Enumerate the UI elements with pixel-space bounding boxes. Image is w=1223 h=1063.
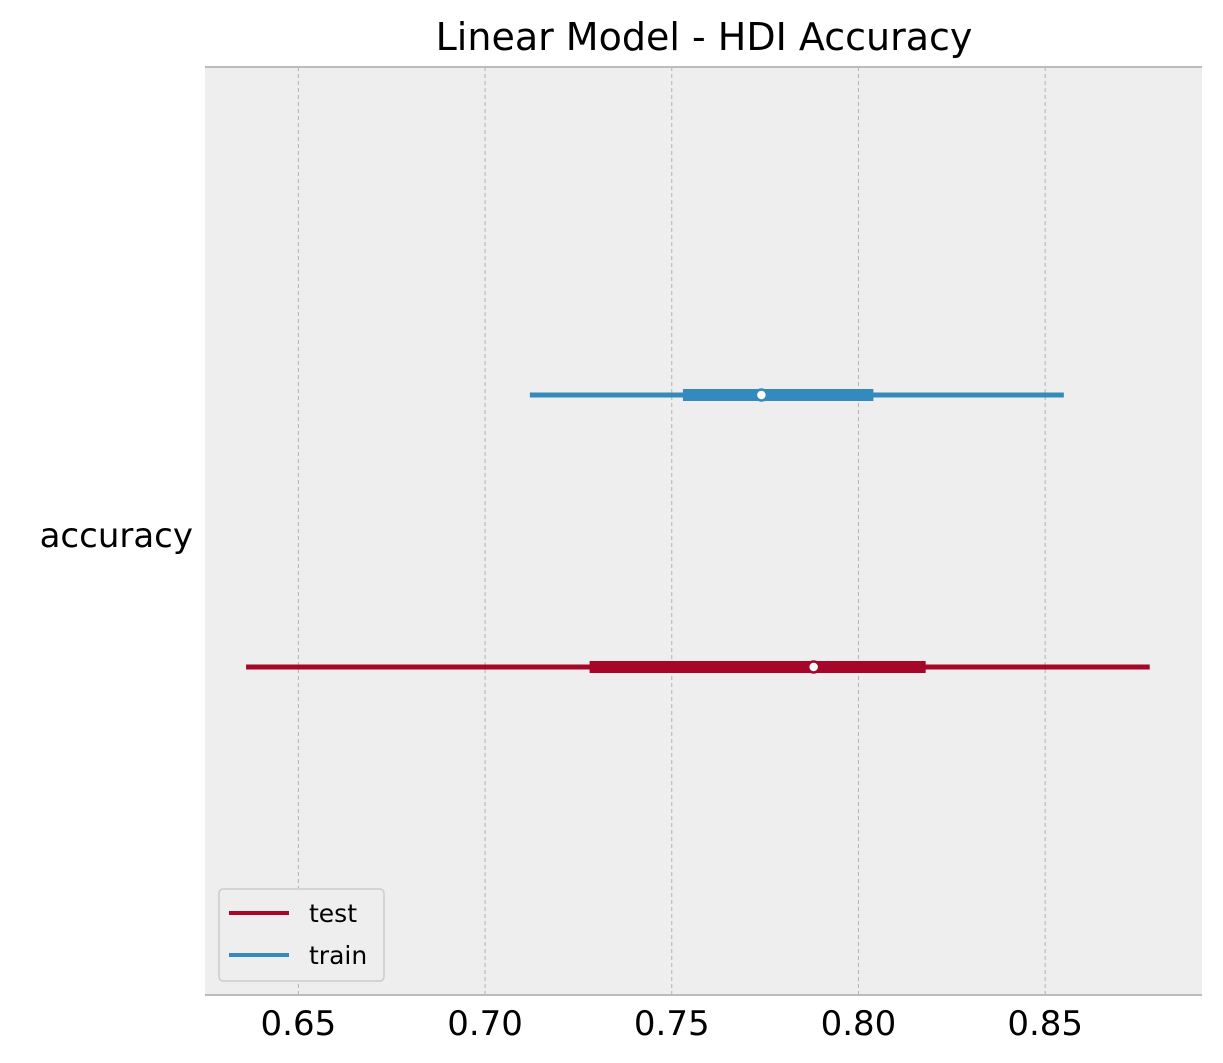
hdi-intervals <box>246 388 1150 674</box>
x-tick-label: 0.85 <box>1007 1004 1083 1044</box>
x-tick-label: 0.75 <box>634 1004 710 1044</box>
chart-title: Linear Model - HDI Accuracy <box>436 15 973 59</box>
legend: test train <box>218 888 385 982</box>
x-tick-label: 0.80 <box>821 1004 897 1044</box>
interval-test <box>246 660 1150 674</box>
legend-label-test: test <box>309 899 357 928</box>
x-tick-labels: 0.65 0.70 0.75 0.80 0.85 <box>261 1004 1084 1044</box>
x-tick-label: 0.65 <box>261 1004 337 1044</box>
interval-train <box>529 388 1064 402</box>
point-estimate-test <box>806 660 821 674</box>
x-gridlines <box>297 67 1046 995</box>
point-estimate-train <box>754 388 769 402</box>
x-tick-label: 0.70 <box>447 1004 523 1044</box>
plot-area <box>205 67 1202 995</box>
y-category-label: accuracy <box>40 516 193 556</box>
legend-label-train: train <box>309 941 367 970</box>
